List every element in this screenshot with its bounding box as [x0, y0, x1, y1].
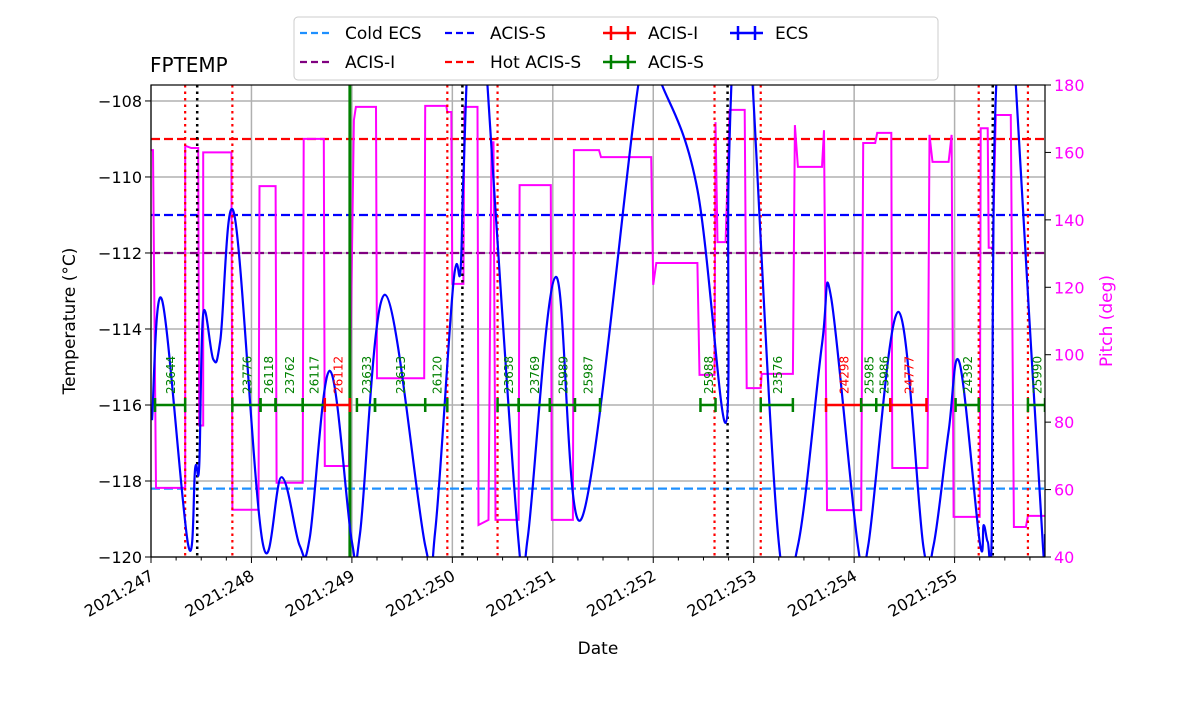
y-right-tick-label: 80 — [1054, 413, 1074, 432]
x-axis-label: Date — [578, 639, 619, 659]
observation-label: 26118 — [262, 356, 276, 394]
legend-entry: Cold ECS — [300, 24, 422, 44]
x-tick-label: 2021:252 — [583, 566, 659, 621]
observation-label: 23576 — [771, 356, 785, 394]
x-tick-label: 2021:253 — [684, 566, 760, 621]
plot-area: 23644 23776 26118 23762 26117 26112 23633 23613… — [151, 85, 1045, 557]
observation-label: 26120 — [430, 356, 444, 394]
observation-label: 25988 — [702, 356, 716, 394]
y-right-tick-label: 120 — [1054, 278, 1085, 297]
legend-entry: Hot ACIS-S — [445, 53, 581, 73]
observation-label: 25986 — [877, 356, 891, 394]
observation-label: 25987 — [581, 356, 595, 394]
observation-label: 26117 — [308, 356, 322, 394]
y-right-tick-label: 180 — [1054, 76, 1085, 95]
observation-23769: 23769 — [517, 356, 552, 412]
observation-label: 23769 — [528, 356, 542, 394]
observation-label: 24298 — [838, 356, 852, 394]
observation-label: 24777 — [902, 356, 916, 394]
y-tick-label: −116 — [98, 396, 142, 415]
observation-label: 23638 — [502, 356, 516, 394]
y-tick-label: −108 — [98, 92, 142, 111]
y-right-tick-label: 100 — [1054, 346, 1085, 365]
grid — [150, 85, 1045, 558]
observation-label: 23762 — [283, 356, 297, 394]
legend-entry: ECS — [730, 24, 808, 44]
observation-23762: 23762 — [274, 356, 304, 412]
observation-label: 24392 — [961, 356, 975, 394]
y-right-tick-label: 60 — [1054, 481, 1074, 500]
x-tick-label: 2021:254 — [784, 566, 860, 621]
y-axis-label: Temperature (°C) — [60, 248, 80, 396]
observation-23633: 23633 — [355, 356, 377, 412]
observation-26112: 26112 — [323, 356, 352, 412]
y-axis-right-label: Pitch (deg) — [1097, 275, 1117, 367]
observation-25987: 25987 — [573, 356, 602, 412]
y-tick-label: −110 — [98, 168, 142, 187]
x-tick-label: 2021:248 — [182, 566, 258, 621]
legend-entry: ACIS-I — [300, 53, 395, 73]
y-tick-label: −114 — [98, 320, 142, 339]
observation-23576: 23576 — [759, 356, 795, 412]
legend-entry: ACIS-I — [603, 24, 698, 44]
observation-26117: 26117 — [301, 356, 327, 412]
observation-23638: 23638 — [496, 356, 520, 412]
observation-label: 25985 — [863, 356, 877, 394]
legend-label: Hot ACIS-S — [490, 53, 581, 73]
y-tick-label: −120 — [98, 548, 142, 567]
observation-26120: 26120 — [423, 356, 449, 412]
y-tick-label: −112 — [98, 244, 142, 263]
legend-label: ACIS-S — [648, 53, 704, 73]
observation-label: 23776 — [240, 356, 254, 394]
legend-entry: ACIS-S — [445, 24, 546, 44]
observation-label: 25990 — [1030, 356, 1044, 394]
chart-title: FPTEMP — [150, 53, 228, 77]
observation-label: 23644 — [164, 356, 178, 394]
observation-25985: 25985 — [859, 356, 878, 412]
observation-23613: 23613 — [373, 356, 427, 412]
observation-26118: 26118 — [259, 356, 277, 412]
observation-label: 26112 — [331, 356, 345, 394]
legend-label: ACIS-I — [345, 53, 395, 73]
legend-label: ACIS-S — [490, 24, 546, 44]
observation-25988: 25988 — [699, 356, 717, 412]
x-tick-label: 2021:249 — [282, 566, 358, 621]
observation-23644: 23644 — [153, 356, 187, 412]
observation-label: 23613 — [394, 356, 408, 394]
observation-label: 23633 — [360, 356, 374, 394]
observation-25990: 25990 — [1026, 356, 1045, 412]
legend: Cold ECS ACIS-I ACIS-S Hot ACIS-S ACIS-I ACIS… — [293, 16, 939, 81]
observation-23776: 23776 — [231, 356, 262, 412]
x-tick-label: 2021:255 — [885, 566, 961, 621]
legend-label: Cold ECS — [345, 24, 422, 44]
x-tick-label: 2021:247 — [81, 566, 157, 621]
x-tick-label: 2021:250 — [382, 566, 458, 621]
y-tick-label: −118 — [98, 472, 142, 491]
observation-label: 25989 — [556, 356, 570, 394]
observation-24777: 24777 — [889, 356, 928, 412]
y-right-tick-label: 140 — [1054, 211, 1085, 230]
x-tick-label: 2021:251 — [483, 566, 559, 621]
y-right-tick-label: 160 — [1054, 143, 1085, 162]
legend-entry: ACIS-S — [603, 53, 704, 73]
y-right-tick-label: 40 — [1054, 548, 1074, 567]
plot-frame — [150, 84, 1046, 558]
pitch-line — [151, 104, 1045, 528]
observation-25989: 25989 — [548, 356, 577, 412]
legend-label: ECS — [775, 24, 808, 44]
legend-box — [293, 16, 939, 81]
ecs-temperature-line — [151, 85, 1045, 557]
legend-label: ACIS-I — [648, 24, 698, 44]
observation-24392: 24392 — [954, 356, 980, 412]
